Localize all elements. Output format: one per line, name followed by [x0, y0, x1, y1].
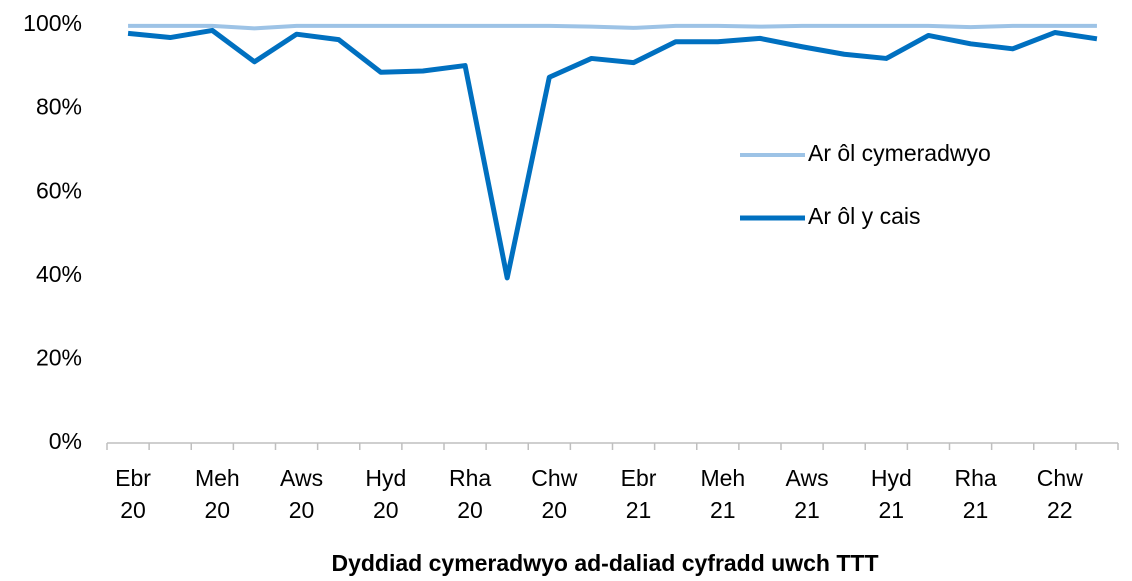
x-tick-label: Rha 21	[954, 465, 996, 523]
x-tick-label: Ebr 20	[115, 465, 151, 523]
x-tick-label: Rha 20	[449, 465, 491, 523]
series-line	[127, 27, 1098, 281]
y-tick-label: 60%	[36, 177, 82, 203]
x-tick-label: Aws 20	[280, 465, 323, 523]
x-axis-title: Dyddiad cymeradwyo ad-daliad cyfradd uwc…	[331, 550, 878, 576]
series-line	[128, 23, 1097, 31]
y-tick-label: 100%	[23, 10, 82, 36]
x-tick-label: Meh 21	[700, 465, 745, 523]
x-tick-label: Meh 20	[195, 465, 240, 523]
legend-label: Ar ôl y cais	[808, 203, 920, 229]
x-tick-label: Chw 22	[1037, 465, 1083, 523]
legend-label: Ar ôl cymeradwyo	[808, 140, 991, 166]
y-tick-label: 80%	[36, 94, 82, 120]
x-tick-label: Aws 21	[786, 465, 829, 523]
x-tick-label: Ebr 21	[621, 465, 657, 523]
y-tick-label: 40%	[36, 261, 82, 287]
y-tick-label: 0%	[49, 428, 82, 454]
x-tick-label: Hyd 20	[365, 465, 406, 523]
x-tick-label: Hyd 21	[871, 465, 912, 523]
x-tick-label: Chw 20	[531, 465, 577, 523]
y-tick-label: 20%	[36, 344, 82, 370]
